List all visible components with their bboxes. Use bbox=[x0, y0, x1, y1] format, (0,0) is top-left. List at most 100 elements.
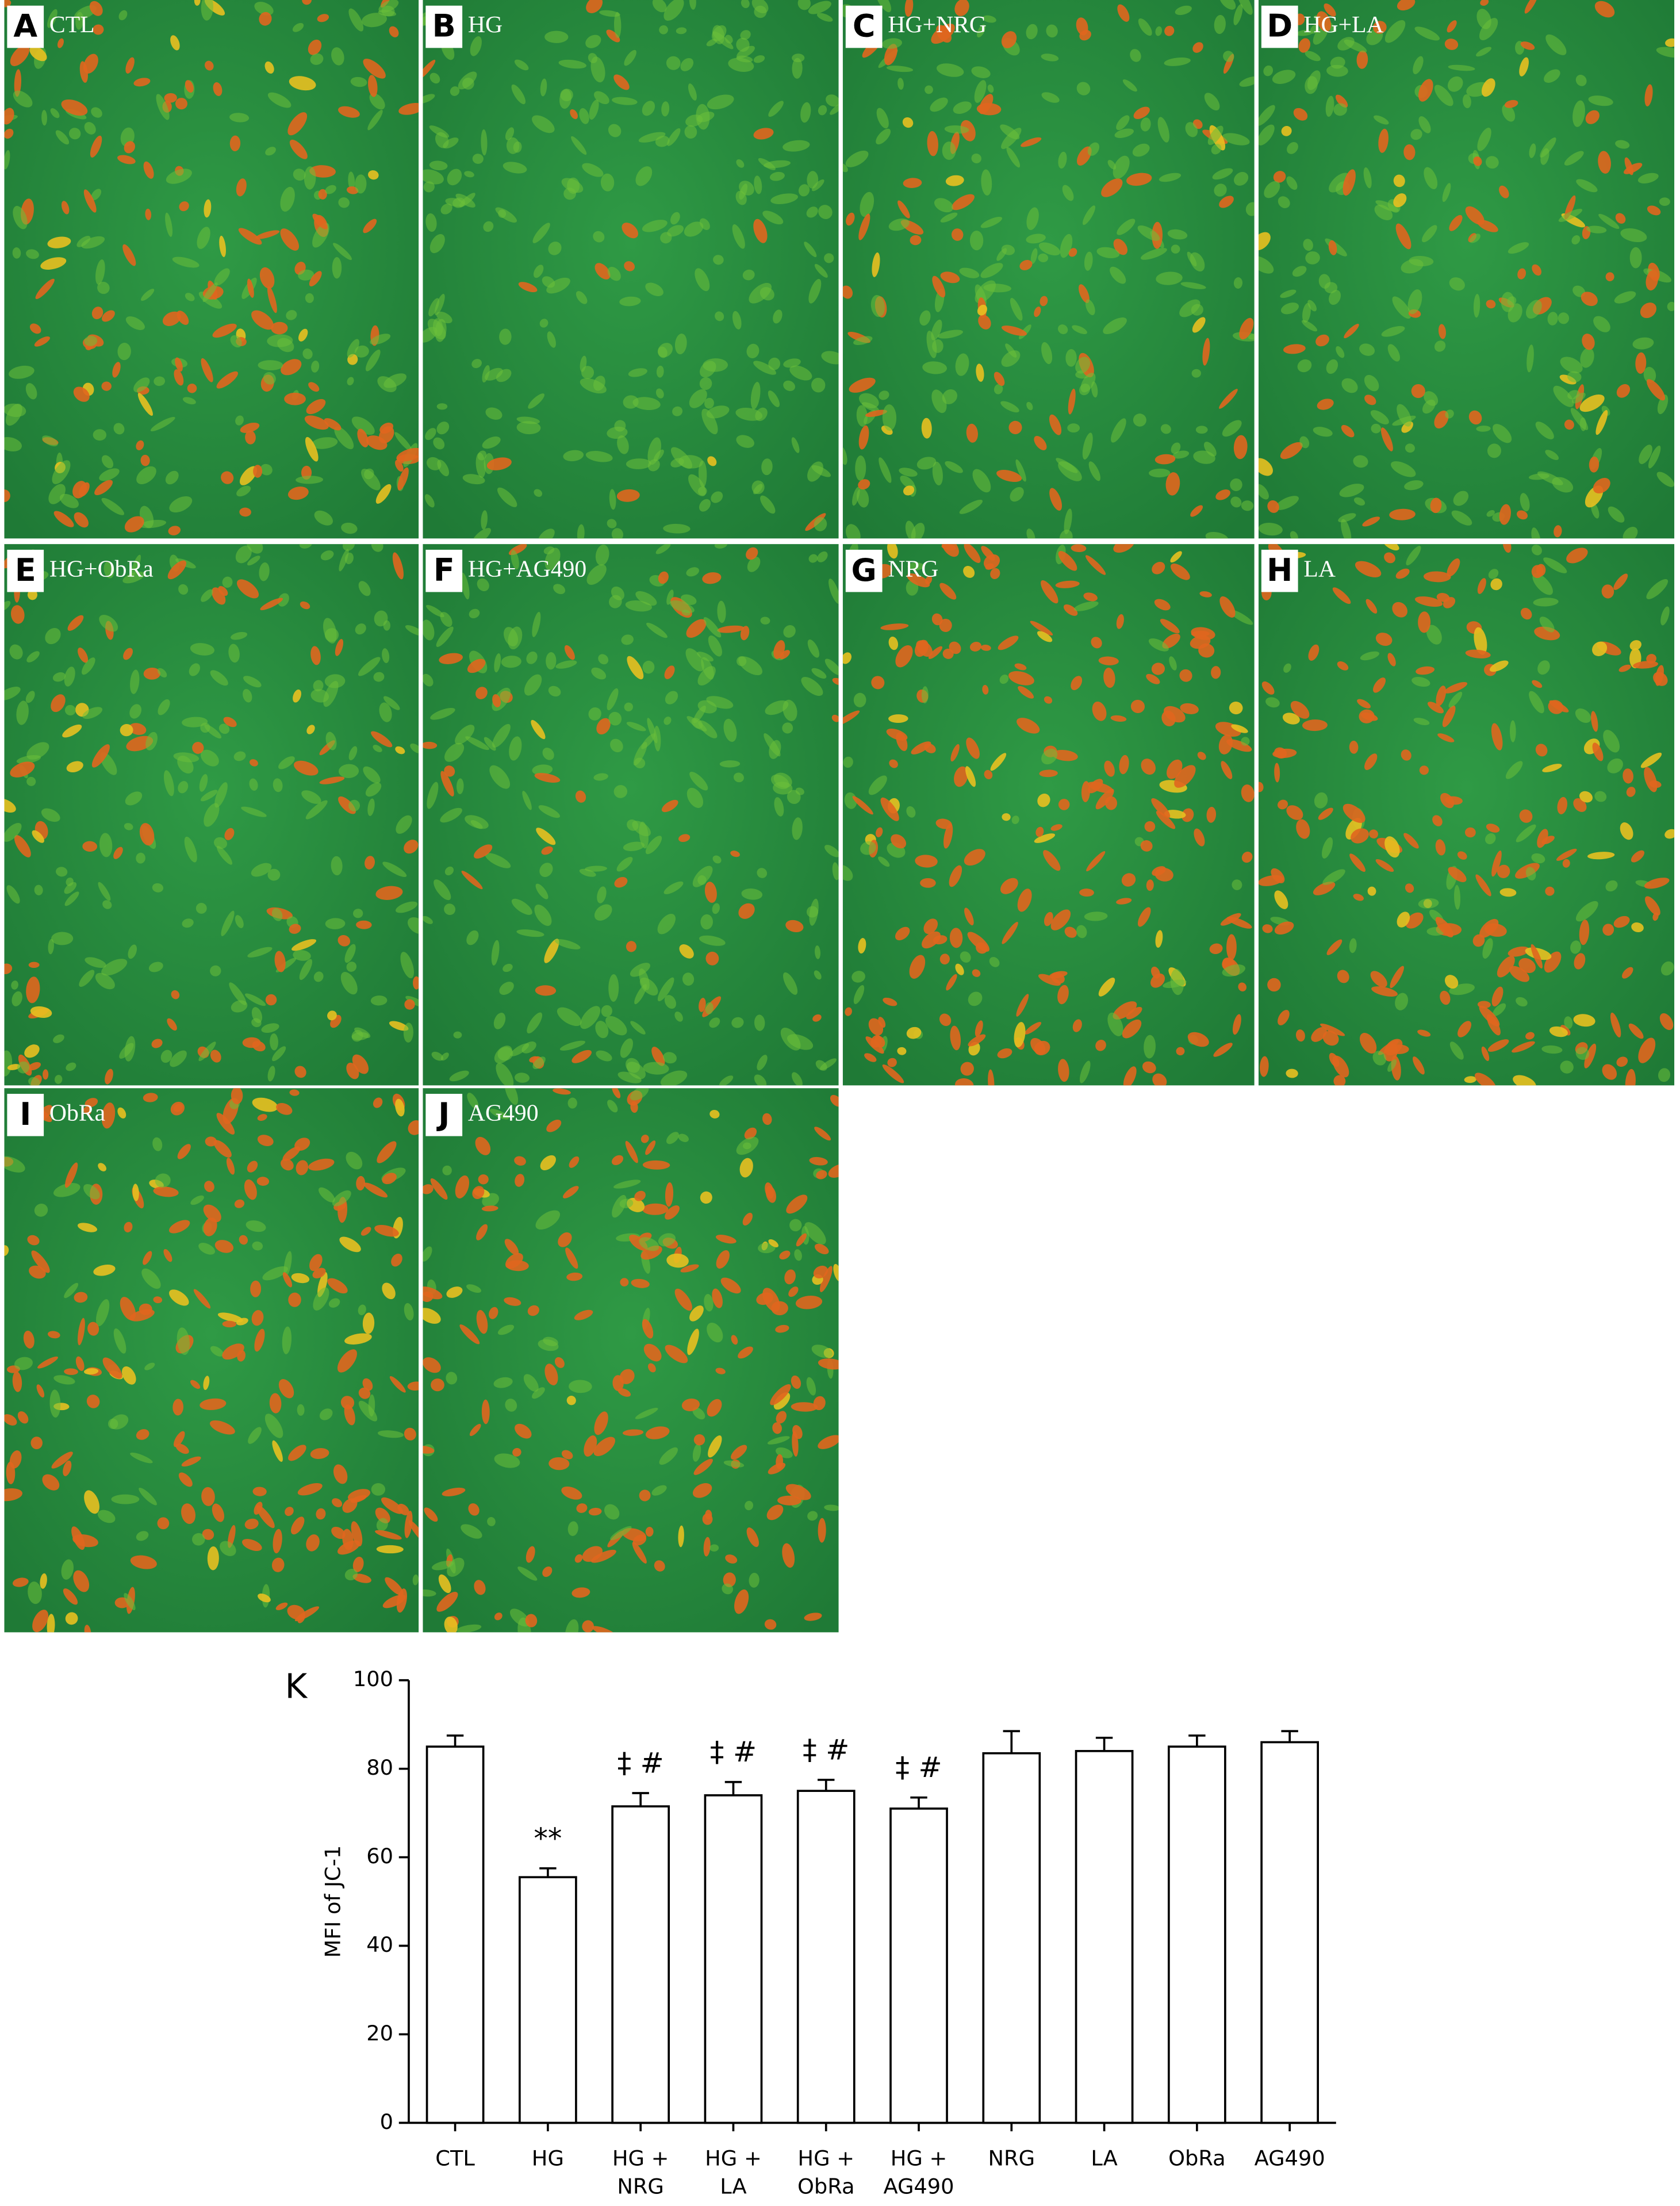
cell bbox=[1191, 630, 1210, 637]
cell bbox=[55, 130, 70, 145]
cell bbox=[622, 223, 638, 239]
cell bbox=[145, 208, 152, 220]
cell bbox=[707, 1322, 723, 1343]
cell bbox=[1155, 26, 1163, 36]
cell bbox=[1314, 792, 1328, 809]
x-tick-label: HG + bbox=[797, 2146, 854, 2171]
cell bbox=[257, 1114, 267, 1121]
cell bbox=[910, 235, 922, 246]
cell bbox=[1121, 873, 1136, 887]
cell bbox=[1603, 730, 1620, 753]
cell bbox=[811, 377, 826, 393]
cell bbox=[814, 517, 827, 531]
cell bbox=[824, 845, 839, 857]
cell bbox=[117, 1107, 126, 1119]
cell bbox=[625, 1140, 638, 1163]
image-panel: E HG+ObRa bbox=[4, 544, 419, 1086]
cell bbox=[143, 1093, 158, 1102]
cell bbox=[942, 648, 954, 659]
cell bbox=[32, 830, 44, 843]
cell bbox=[624, 261, 635, 271]
cell bbox=[1473, 293, 1480, 318]
cell bbox=[1445, 796, 1463, 805]
cell bbox=[658, 571, 669, 584]
cell bbox=[125, 57, 135, 74]
cell bbox=[1442, 183, 1451, 202]
cell bbox=[1000, 401, 1019, 413]
cell bbox=[312, 1267, 326, 1279]
cell bbox=[897, 200, 910, 219]
cell bbox=[1353, 497, 1366, 506]
cell bbox=[1370, 971, 1387, 987]
cell bbox=[1393, 193, 1407, 208]
cell bbox=[412, 1574, 419, 1585]
cell bbox=[1001, 244, 1015, 255]
cell bbox=[737, 656, 747, 667]
cell bbox=[27, 589, 37, 600]
cell bbox=[203, 1376, 210, 1390]
cell bbox=[1302, 320, 1318, 332]
cell bbox=[1150, 966, 1160, 979]
cell bbox=[1230, 478, 1242, 491]
cell bbox=[1395, 223, 1411, 250]
cell bbox=[354, 1027, 371, 1039]
cell bbox=[1656, 472, 1675, 487]
cell bbox=[174, 369, 184, 386]
cell bbox=[56, 867, 68, 877]
cell bbox=[93, 1265, 116, 1276]
cell bbox=[171, 990, 180, 999]
cell bbox=[930, 97, 948, 112]
cell bbox=[140, 454, 150, 466]
cell bbox=[371, 1483, 386, 1496]
cell bbox=[423, 673, 434, 687]
cell bbox=[4, 108, 14, 125]
cell bbox=[10, 761, 35, 778]
cell bbox=[744, 1127, 757, 1140]
cell bbox=[534, 905, 552, 926]
cell bbox=[686, 787, 704, 808]
cell bbox=[1390, 966, 1404, 989]
cell bbox=[1474, 627, 1487, 655]
cell bbox=[842, 652, 851, 664]
cell bbox=[832, 862, 839, 880]
cell bbox=[1278, 196, 1290, 208]
cell bbox=[916, 457, 937, 470]
cell bbox=[139, 823, 155, 846]
cell bbox=[382, 1173, 397, 1185]
cell bbox=[368, 75, 378, 97]
cell bbox=[123, 648, 133, 660]
cell bbox=[423, 1286, 443, 1300]
cell bbox=[381, 1497, 403, 1514]
cell bbox=[83, 53, 98, 74]
cell bbox=[319, 776, 345, 784]
cell bbox=[670, 458, 684, 468]
cell bbox=[982, 685, 989, 695]
cell bbox=[1307, 300, 1317, 312]
cell bbox=[83, 1184, 100, 1200]
cell bbox=[1091, 637, 1102, 649]
cell bbox=[6, 885, 20, 904]
cell bbox=[125, 316, 145, 330]
cell bbox=[344, 552, 354, 564]
cell bbox=[374, 610, 388, 627]
cell bbox=[398, 103, 419, 115]
cell bbox=[653, 449, 664, 462]
bar bbox=[982, 1752, 1041, 2124]
cell bbox=[903, 178, 922, 188]
cell bbox=[654, 1560, 665, 1572]
cell bbox=[813, 1396, 826, 1411]
cell bbox=[397, 467, 409, 491]
cell bbox=[1324, 3, 1336, 17]
cell bbox=[804, 242, 817, 258]
cell bbox=[1598, 151, 1611, 174]
cell bbox=[440, 807, 462, 823]
cell bbox=[101, 497, 124, 515]
cell bbox=[1453, 491, 1469, 506]
cell bbox=[1543, 557, 1567, 573]
cell bbox=[84, 335, 98, 346]
cell bbox=[931, 24, 955, 44]
cell bbox=[815, 945, 820, 959]
cell bbox=[352, 1556, 364, 1572]
cell bbox=[371, 544, 383, 552]
cell bbox=[1232, 879, 1242, 890]
